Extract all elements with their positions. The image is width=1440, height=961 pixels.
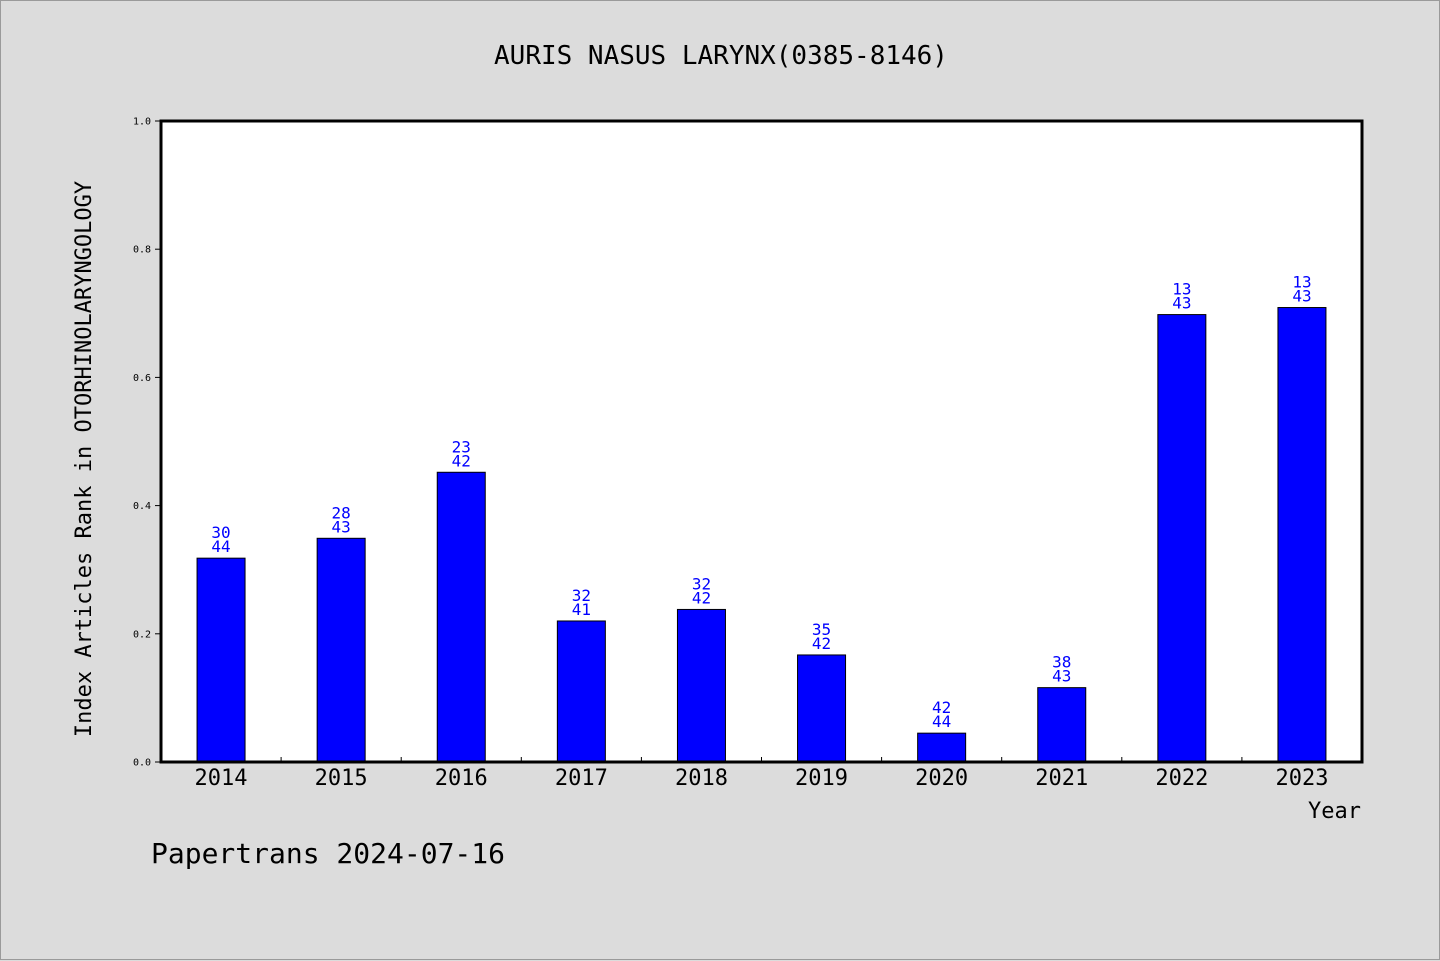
plot-border — [159, 119, 1364, 764]
bar-2020 — [917, 732, 967, 763]
bar-2014 — [196, 557, 246, 763]
x-tick-label-2020: 2020 — [915, 766, 968, 791]
bar-label-rank-2023: 13 — [1292, 273, 1311, 292]
bar-label-rank-2019: 35 — [812, 620, 831, 639]
y-tick-label: 1.0 — [133, 117, 151, 128]
x-tick-label-2017: 2017 — [555, 766, 608, 791]
bar-label-rank-2014: 30 — [211, 523, 230, 542]
x-tick-label-2019: 2019 — [795, 766, 848, 791]
y-tick-label: 0.8 — [133, 245, 151, 256]
chart-title: AURIS NASUS LARYNX(0385-8146) — [494, 41, 948, 71]
bar-2021 — [1037, 687, 1087, 763]
x-tick-label-2016: 2016 — [435, 766, 488, 791]
x-tick-label-2022: 2022 — [1155, 766, 1208, 791]
y-tick-label: 0.4 — [133, 501, 151, 512]
x-tick-label-2014: 2014 — [195, 766, 248, 791]
bar-2017 — [556, 620, 606, 763]
x-axis-label: Year — [1308, 799, 1361, 824]
y-tick-label: 0.6 — [133, 373, 151, 384]
x-tick-label-2021: 2021 — [1035, 766, 1088, 791]
x-tick-label-2023: 2023 — [1275, 766, 1328, 791]
bar-label-rank-2016: 23 — [452, 437, 471, 456]
bar-label-rank-2022: 13 — [1172, 280, 1191, 299]
bar-label-total-2022: 43 — [1172, 294, 1191, 313]
bar-label-total-2015: 43 — [332, 517, 351, 536]
bar-label-total-2021: 43 — [1052, 667, 1071, 686]
bar-label-total-2019: 42 — [812, 634, 831, 653]
bar-label-total-2017: 41 — [572, 600, 591, 619]
bar-label-total-2016: 42 — [452, 451, 471, 470]
footer-text: Papertrans 2024-07-16 — [151, 837, 505, 870]
bar-label-total-2014: 44 — [211, 537, 230, 556]
bar-label-total-2023: 43 — [1292, 287, 1311, 306]
x-tick-label-2015: 2015 — [315, 766, 368, 791]
bar-label-rank-2021: 38 — [1052, 653, 1071, 672]
bar-2018 — [676, 608, 726, 763]
bar-2022 — [1157, 314, 1207, 763]
bar-label-total-2018: 42 — [692, 588, 711, 607]
bar-2016 — [436, 471, 486, 763]
bar-label-total-2020: 44 — [932, 712, 951, 731]
bar-label-rank-2015: 28 — [332, 503, 351, 522]
bar-label-rank-2020: 42 — [932, 698, 951, 717]
y-axis-label: Index Articles Rank in OTORHINOLARYNGOLO… — [72, 181, 97, 737]
x-tick-label-2018: 2018 — [675, 766, 728, 791]
bar-2015 — [316, 537, 366, 763]
bar-2023 — [1277, 307, 1327, 763]
y-tick-label: 0.0 — [133, 758, 151, 769]
bars — [196, 307, 1327, 763]
bar-label-rank-2018: 32 — [692, 574, 711, 593]
y-ticks: 0.0 0.2 0.4 0.6 0.8 1.0 — [133, 117, 161, 769]
x-ticks: 2014 2015 2016 2017 2018 2019 2020 2021 2022 2023 — [195, 757, 1328, 791]
y-tick-label: 0.2 — [133, 629, 151, 640]
bar-label-rank-2017: 32 — [572, 586, 591, 605]
bar-2019 — [797, 654, 847, 763]
